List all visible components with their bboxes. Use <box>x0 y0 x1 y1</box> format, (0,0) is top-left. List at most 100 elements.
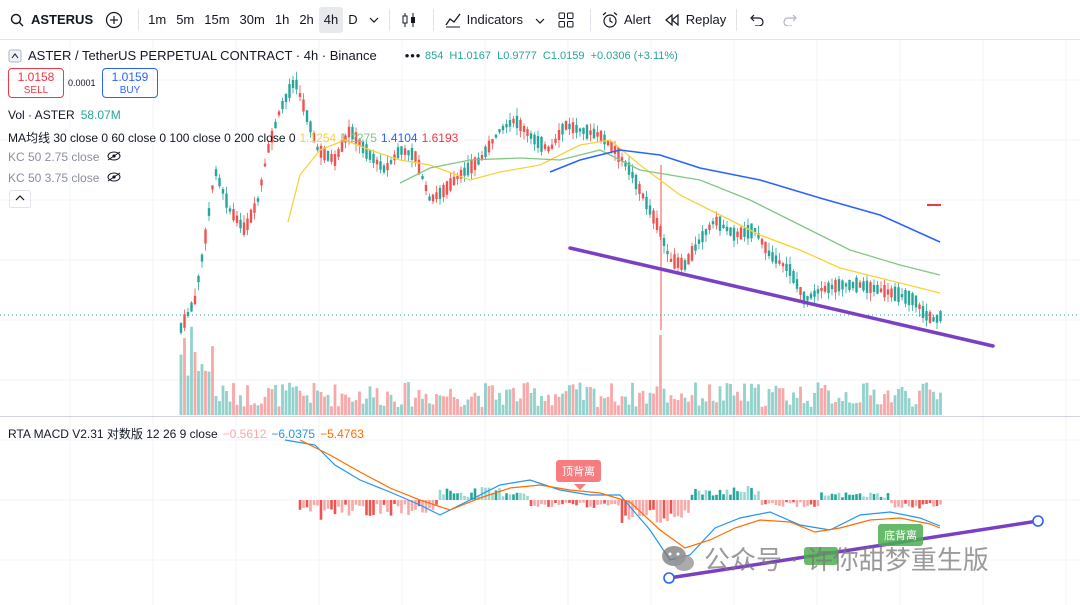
volume-bar <box>764 405 767 415</box>
volume-bar <box>610 383 613 415</box>
volume-bar <box>526 382 529 415</box>
candle-body <box>494 134 498 138</box>
macd-hist-value: −0.5612 <box>222 426 267 441</box>
alert-button[interactable]: Alert <box>595 0 657 40</box>
macd-histogram-bar <box>806 500 809 506</box>
layouts-button[interactable] <box>551 0 586 40</box>
candle-body <box>893 286 897 301</box>
timeframe-d[interactable]: D <box>348 12 358 27</box>
macd-legend[interactable]: RTA MACD V2.31 对数版 12 26 9 close −0.5612… <box>8 425 364 442</box>
volume-bar <box>512 388 515 415</box>
macd-label: RTA MACD V2.31 对数版 12 26 9 close <box>8 427 218 441</box>
timeframe-15m[interactable]: 15m <box>204 12 230 27</box>
timeframe-4h[interactable]: 4h <box>318 6 344 33</box>
macd-histogram-bar <box>484 487 487 500</box>
volume-bar <box>711 400 715 415</box>
macd-histogram-bar <box>487 487 491 500</box>
macd-histogram-bar <box>690 494 694 500</box>
macd-histogram-bar <box>834 494 837 500</box>
kc1-legend[interactable]: KC 50 2.75 close <box>8 150 121 164</box>
candle-body <box>760 238 764 245</box>
candle-body <box>519 119 522 132</box>
bottom-divergence-marker[interactable] <box>804 547 838 565</box>
volume-bar <box>466 399 470 415</box>
volume-bar <box>851 403 855 415</box>
indicators-dropdown[interactable] <box>529 0 551 40</box>
candle-body <box>585 124 589 139</box>
symbol-search[interactable]: ASTERUS <box>0 0 99 40</box>
candle-body <box>746 224 750 239</box>
macd-histogram-bar <box>305 500 309 508</box>
volume-bar <box>288 382 291 415</box>
volume-bar <box>221 385 225 415</box>
volume-bar <box>592 388 596 415</box>
macd-histogram-bar <box>368 500 372 516</box>
indicators-button[interactable]: Indicators <box>438 0 529 40</box>
collapse-legend-button[interactable] <box>9 190 31 208</box>
candle-body <box>774 255 778 264</box>
candle-body <box>354 132 358 144</box>
macd-signal-value: −5.4763 <box>320 426 364 441</box>
bottom-divergence-label[interactable]: 底背离 <box>878 524 923 546</box>
timeframe-5m[interactable]: 5m <box>176 12 195 27</box>
compare-button[interactable] <box>99 0 134 40</box>
candle-body <box>669 258 673 262</box>
candle-body <box>249 209 253 223</box>
timeframe-1m[interactable]: 1m <box>148 12 167 27</box>
volume-bar <box>746 401 750 415</box>
sell-price: 1.0158 <box>17 70 55 84</box>
sell-button[interactable]: 1.0158 SELL <box>8 68 64 98</box>
macd-histogram-bar <box>354 500 358 505</box>
candle-body <box>879 288 883 293</box>
top-divergence-label[interactable]: 顶背离 <box>556 460 601 482</box>
candle-body <box>694 244 697 251</box>
macd-histogram-bar <box>592 500 596 508</box>
candle-body <box>309 121 312 133</box>
macd-histogram-bar <box>466 496 470 500</box>
candle-body <box>400 146 403 155</box>
redo-button[interactable] <box>776 0 811 40</box>
kc2-legend[interactable]: KC 50 3.75 close <box>8 171 121 185</box>
collapse-icon[interactable] <box>8 49 22 63</box>
volume-legend[interactable]: Vol · ASTER 58.07M <box>8 108 121 122</box>
candle-body <box>592 128 596 139</box>
chart-type-button[interactable] <box>394 0 429 40</box>
candle-body <box>305 110 309 122</box>
volume-bar <box>662 388 666 415</box>
macd-histogram-bar <box>347 500 351 516</box>
volume-bar <box>239 395 242 415</box>
macd-histogram-bar <box>739 491 743 500</box>
buy-button[interactable]: 1.0159 BUY <box>102 68 158 98</box>
macd-histogram-bar <box>680 500 683 518</box>
candle-body <box>876 285 879 294</box>
candle-body <box>624 161 627 167</box>
indicators-label: Indicators <box>466 12 524 27</box>
timeframe-2h[interactable]: 2h <box>299 12 314 27</box>
candle-body <box>291 80 295 88</box>
undo-icon <box>747 11 765 29</box>
replay-button[interactable]: Replay <box>657 0 732 40</box>
ma-legend[interactable]: MA均线 30 close 0 60 close 0 100 close 0 2… <box>8 129 458 146</box>
volume-bar <box>911 406 914 415</box>
macd-histogram-bar <box>746 486 750 500</box>
timeframe-30m[interactable]: 30m <box>239 12 265 27</box>
undo-button[interactable] <box>741 0 776 40</box>
timeframe-1h[interactable]: 1h <box>274 12 290 27</box>
macd-histogram-bar <box>613 500 617 505</box>
pane-divider[interactable] <box>0 416 1080 417</box>
eye-off-icon[interactable] <box>107 150 121 164</box>
volume-bar <box>522 383 526 415</box>
macd-histogram-bar <box>711 495 715 500</box>
symbol-legend[interactable]: ASTER / TetherUS PERPETUAL CONTRACT · 4h… <box>8 48 421 63</box>
chevron-down-icon[interactable] <box>363 0 385 40</box>
macd-histogram-bar <box>641 500 645 516</box>
macd-histogram-bar <box>827 495 830 500</box>
macd-histogram-bar <box>802 500 806 507</box>
volume-bar <box>274 384 277 415</box>
more-icon[interactable]: ••• <box>404 48 422 63</box>
volume-bar <box>333 384 337 415</box>
open-value: 854 <box>425 50 444 62</box>
volume-bar <box>837 397 841 415</box>
eye-off-icon[interactable] <box>107 171 121 185</box>
